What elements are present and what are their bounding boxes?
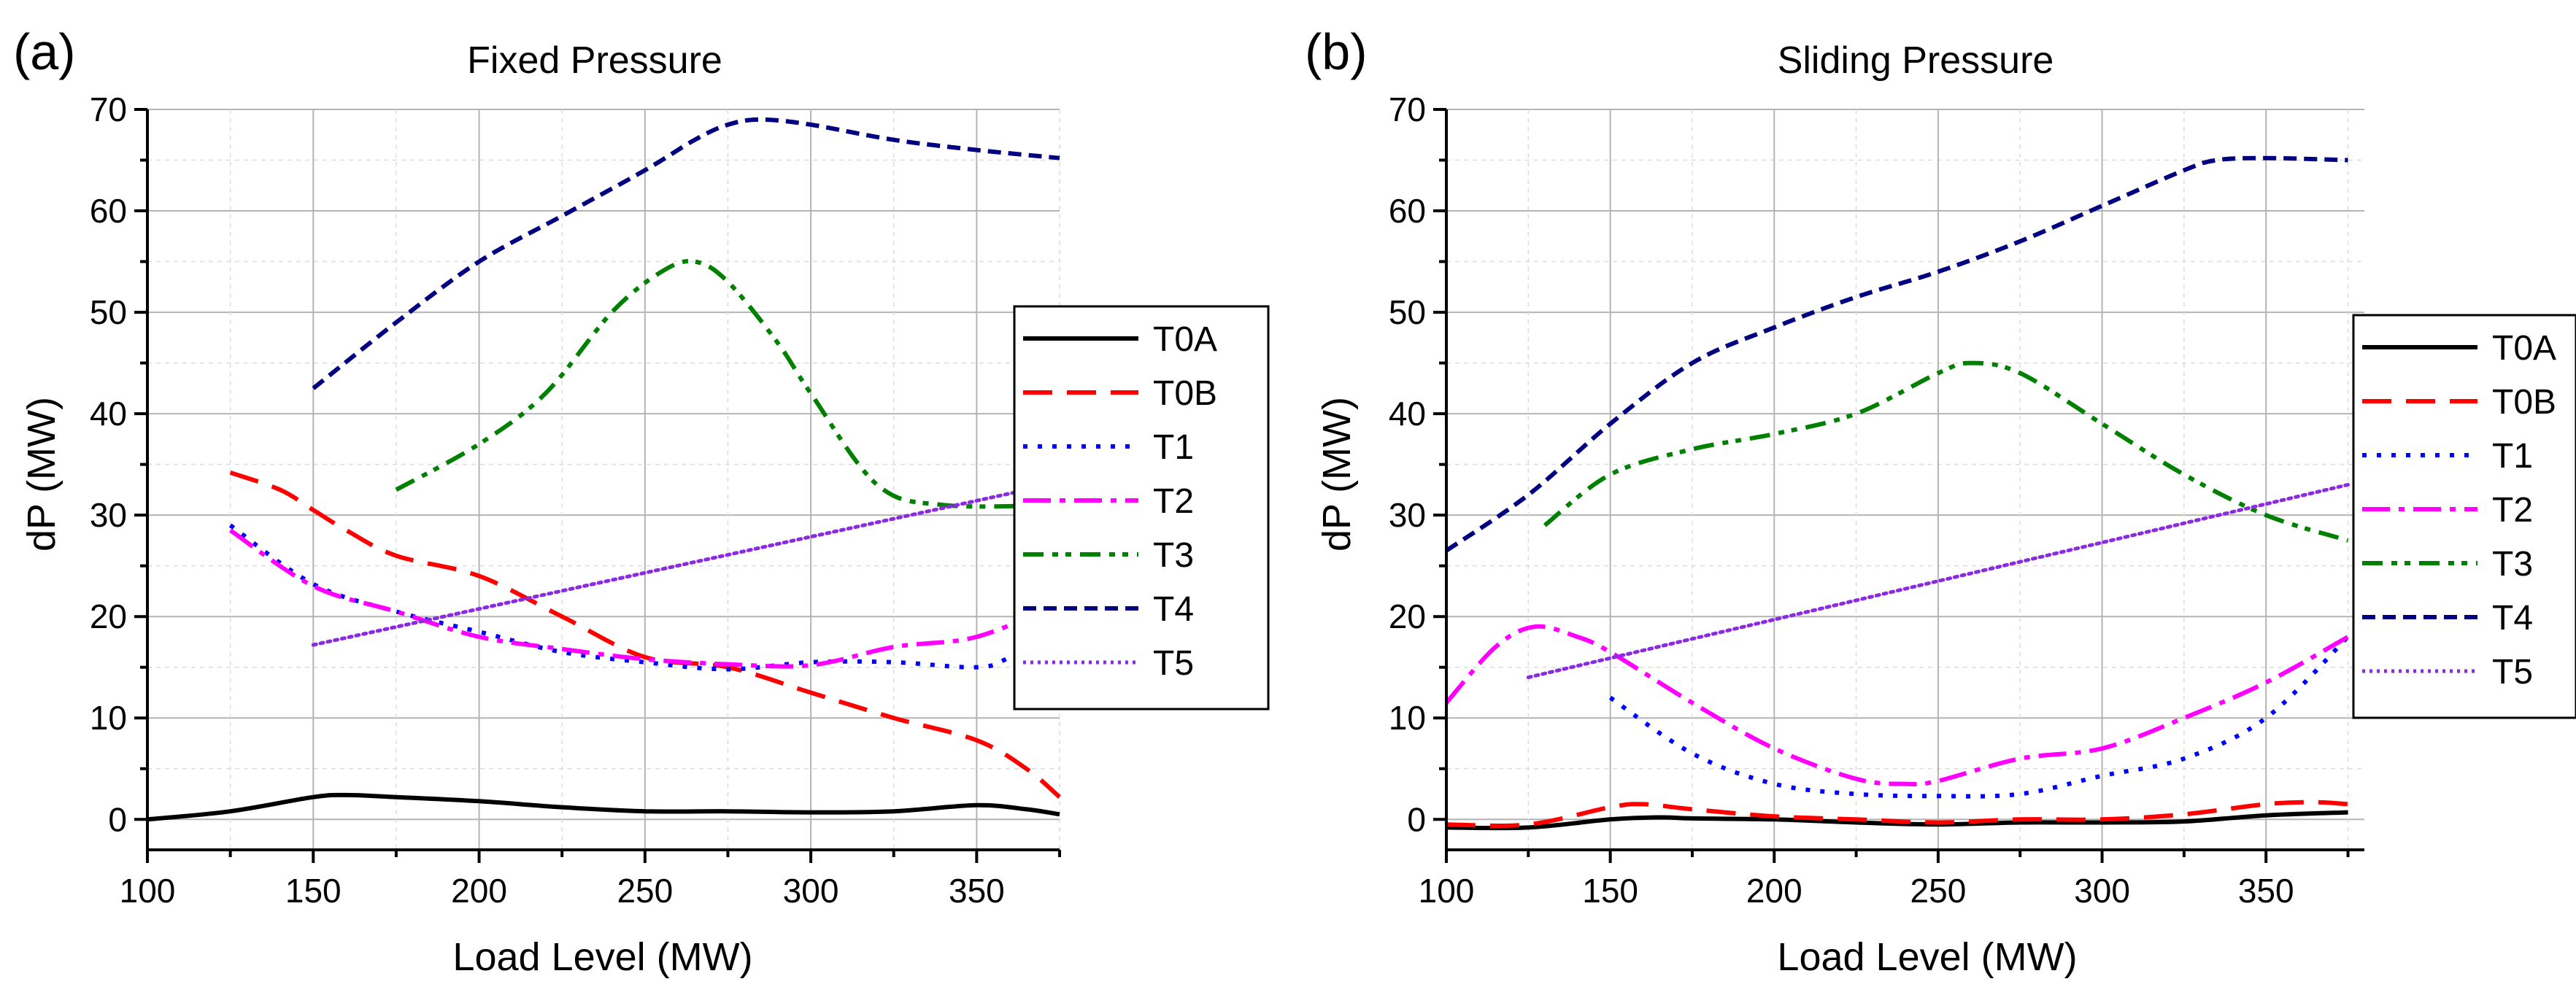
legend-label-t2: T2 bbox=[1153, 482, 1194, 521]
series-line-t0b bbox=[229, 470, 1061, 799]
chart-title: Sliding Pressure bbox=[1778, 39, 2054, 82]
panel-label: (b) bbox=[1305, 23, 1368, 80]
legend-label-t0a: T0A bbox=[1153, 320, 1217, 359]
panel-sliding-pressure: (b) Sliding Pressure 0 10 20 30 40 50 60 70 100 1… bbox=[1305, 23, 2576, 979]
legend: T0A T0B T1 T2 T3 T4 T5 bbox=[1013, 305, 1270, 711]
y-tick-label: 0 bbox=[108, 800, 127, 838]
x-axis-label: Load Level (MW) bbox=[452, 935, 752, 979]
legend-label-t5: T5 bbox=[2492, 653, 2533, 692]
legend-label-t5: T5 bbox=[1153, 644, 1194, 683]
y-tick-label: 50 bbox=[90, 293, 127, 331]
x-tick-label: 100 bbox=[1419, 872, 1475, 910]
legend-label-t2: T2 bbox=[2492, 491, 2533, 530]
x-tick-label: 300 bbox=[2074, 872, 2130, 910]
y-tick-label: 60 bbox=[1389, 192, 1426, 230]
legend-label-t4: T4 bbox=[2492, 599, 2533, 638]
panel-fixed-pressure: (a) Fixed Pressure 0 10 20 30 40 50 60 70 100 150… bbox=[13, 23, 1270, 979]
series-line-t3 bbox=[395, 259, 1060, 509]
x-tick-label: 250 bbox=[617, 872, 673, 910]
panel-label: (a) bbox=[13, 23, 76, 80]
legend-box bbox=[1013, 305, 1270, 711]
y-tick-label: 0 bbox=[1407, 800, 1426, 838]
y-tick-label: 20 bbox=[1389, 597, 1426, 635]
legend-label-t0a: T0A bbox=[2492, 329, 2556, 368]
x-tick-label: 200 bbox=[1746, 872, 1802, 910]
series-line-t5 bbox=[311, 481, 1062, 647]
y-tick-label: 70 bbox=[1389, 90, 1426, 128]
y-tick-label: 20 bbox=[90, 597, 127, 635]
x-tick-label: 250 bbox=[1910, 872, 1967, 910]
series-line-t0a bbox=[147, 792, 1060, 822]
series-line-t2 bbox=[1444, 624, 2349, 787]
legend-label-t0b: T0B bbox=[1153, 374, 1217, 413]
legend: T0A T0B T1 T2 T3 T4 T5 bbox=[2352, 314, 2576, 719]
y-tick-label: 40 bbox=[90, 395, 127, 433]
y-tick-label: 10 bbox=[90, 699, 127, 737]
y-tick-label: 70 bbox=[90, 90, 127, 128]
legend-label-t4: T4 bbox=[1153, 590, 1194, 629]
y-axis-label: dP (MW) bbox=[20, 397, 63, 551]
legend-box bbox=[2352, 314, 2576, 719]
x-tick-label: 150 bbox=[285, 872, 342, 910]
legend-label-t3: T3 bbox=[1153, 536, 1194, 575]
series-line-t1 bbox=[1608, 635, 2350, 799]
series-line-t4 bbox=[1445, 155, 2348, 553]
series-line-t5 bbox=[1526, 483, 2350, 680]
y-tick-label: 40 bbox=[1389, 395, 1426, 433]
series-line-t0b bbox=[1446, 800, 2348, 828]
x-tick-label: 350 bbox=[949, 872, 1005, 910]
x-tick-label: 300 bbox=[783, 872, 839, 910]
y-tick-label: 10 bbox=[1389, 699, 1426, 737]
y-tick-label: 60 bbox=[90, 192, 127, 230]
series-line-t3 bbox=[1543, 360, 2349, 543]
x-axis-label: Load Level (MW) bbox=[1777, 935, 2077, 979]
y-tick-label: 30 bbox=[90, 496, 127, 534]
x-tick-label: 150 bbox=[1582, 872, 1638, 910]
legend-label-t1: T1 bbox=[2492, 437, 2533, 476]
y-tick-label: 30 bbox=[1389, 496, 1426, 534]
legend-label-t1: T1 bbox=[1153, 428, 1194, 467]
x-tick-label: 350 bbox=[2238, 872, 2294, 910]
series-line-t4 bbox=[312, 117, 1060, 390]
legend-label-t3: T3 bbox=[2492, 545, 2533, 584]
series-line-t2 bbox=[228, 528, 1061, 669]
legend-label-t0b: T0B bbox=[2492, 383, 2556, 422]
y-axis-label: dP (MW) bbox=[1315, 397, 1359, 551]
y-tick-label: 50 bbox=[1389, 293, 1426, 331]
x-tick-label: 100 bbox=[120, 872, 176, 910]
chart-title: Fixed Pressure bbox=[467, 39, 722, 82]
series-line-t0a bbox=[1446, 810, 2348, 831]
x-tick-label: 200 bbox=[451, 872, 507, 910]
